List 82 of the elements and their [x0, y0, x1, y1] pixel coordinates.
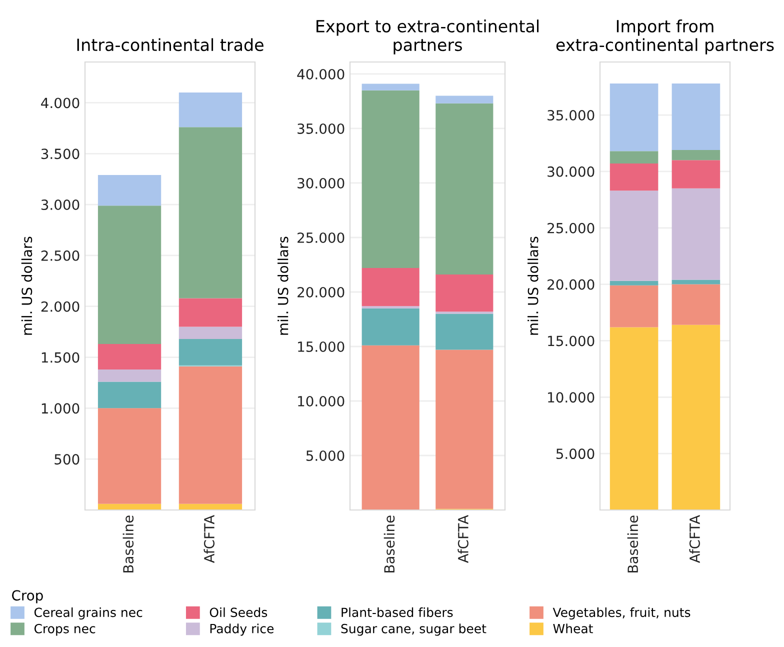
bar — [178, 338, 242, 366]
y-tick-label: 30.000 — [548, 166, 594, 177]
y-tick-label: 2.000 — [41, 301, 80, 312]
x-tick-label: AfCFTA — [458, 514, 468, 563]
bar — [436, 314, 494, 350]
bar — [98, 504, 162, 510]
y-tick-label: 35.000 — [298, 123, 344, 134]
bar — [362, 90, 420, 268]
bar — [672, 280, 720, 284]
y-tick-label: 2.500 — [41, 250, 80, 261]
bar — [610, 280, 658, 286]
y-tick-label: 10.000 — [298, 396, 344, 406]
bar — [362, 345, 420, 510]
y-tick-label: 15.000 — [298, 341, 344, 352]
bar — [362, 268, 420, 306]
bar — [178, 326, 242, 339]
y-tick-label: 3.000 — [41, 200, 80, 210]
bar — [672, 284, 720, 325]
y-axis-title: mil. US dollars — [528, 236, 538, 335]
bar — [436, 350, 494, 509]
y-axis-title: mil. US dollars — [278, 236, 288, 335]
legend-label: Paddy rice — [210, 624, 274, 636]
bar — [672, 150, 720, 160]
y-tick-label: 500 — [54, 454, 80, 465]
y-tick-label: 25.000 — [298, 232, 344, 243]
bar — [98, 206, 162, 344]
y-tick-label: 20.000 — [548, 279, 594, 290]
bar — [610, 285, 658, 328]
bar — [436, 96, 494, 104]
x-tick-label: AfCFTA — [204, 514, 215, 563]
y-tick-label: 25.000 — [548, 222, 594, 234]
x-tick-label: Baseline — [384, 516, 395, 572]
legend-label: Crops nec — [34, 624, 96, 636]
y-tick-label: 3.500 — [41, 148, 80, 160]
bar — [98, 408, 162, 504]
bar — [672, 83, 720, 150]
y-tick-label: 35.000 — [548, 110, 594, 121]
y-tick-label: 1.000 — [42, 403, 80, 414]
legend-label: Wheat — [553, 624, 593, 634]
y-tick-label: 40.000 — [297, 68, 344, 80]
bar — [98, 344, 162, 370]
bar — [610, 327, 658, 510]
bar — [362, 84, 420, 90]
y-tick-label: 5.000 — [306, 450, 344, 461]
bar — [178, 92, 242, 128]
y-tick-label: 1.500 — [42, 352, 80, 363]
y-tick-label: 10.000 — [548, 392, 594, 403]
bar — [672, 160, 720, 188]
chart-title: Import from extra-continental partners — [556, 20, 774, 54]
bar — [672, 188, 720, 280]
bar — [610, 190, 658, 281]
y-tick-label: 5.000 — [556, 448, 594, 460]
x-tick-label: Baseline — [627, 516, 638, 572]
y-axis-title: mil. US dollars — [21, 236, 32, 335]
bar — [178, 127, 242, 298]
x-tick-label: Baseline — [122, 516, 134, 572]
legend-label: Vegetables, fruit, nuts — [552, 607, 690, 620]
bar — [178, 504, 242, 510]
bar — [98, 382, 162, 408]
bar — [436, 103, 494, 275]
chart-title: Intra-continental trade — [77, 38, 264, 52]
bar — [362, 308, 420, 346]
legend-label: Sugar cane, sugar beet — [341, 624, 486, 636]
y-tick-label: 20.000 — [298, 286, 344, 298]
bar — [672, 324, 720, 510]
bar — [178, 366, 242, 504]
chart-title: Export to extra-continental partners — [316, 20, 539, 54]
legend-label: Cereal grains nec — [34, 607, 142, 620]
bar — [610, 151, 658, 164]
x-tick-label: AfCFTA — [689, 514, 700, 563]
bar — [610, 83, 658, 152]
bar — [610, 164, 658, 191]
legend-label: Oil Seeds — [210, 607, 268, 618]
y-tick-label: 30.000 — [298, 178, 344, 188]
legend-label: Plant-based fibers — [342, 607, 453, 618]
bar — [98, 369, 162, 382]
legend-title: Crop — [12, 590, 43, 604]
bar — [178, 298, 242, 327]
y-tick-label: 4.000 — [41, 98, 80, 108]
y-tick-label: 15.000 — [548, 336, 594, 346]
bar — [98, 175, 162, 206]
bar — [436, 274, 494, 312]
